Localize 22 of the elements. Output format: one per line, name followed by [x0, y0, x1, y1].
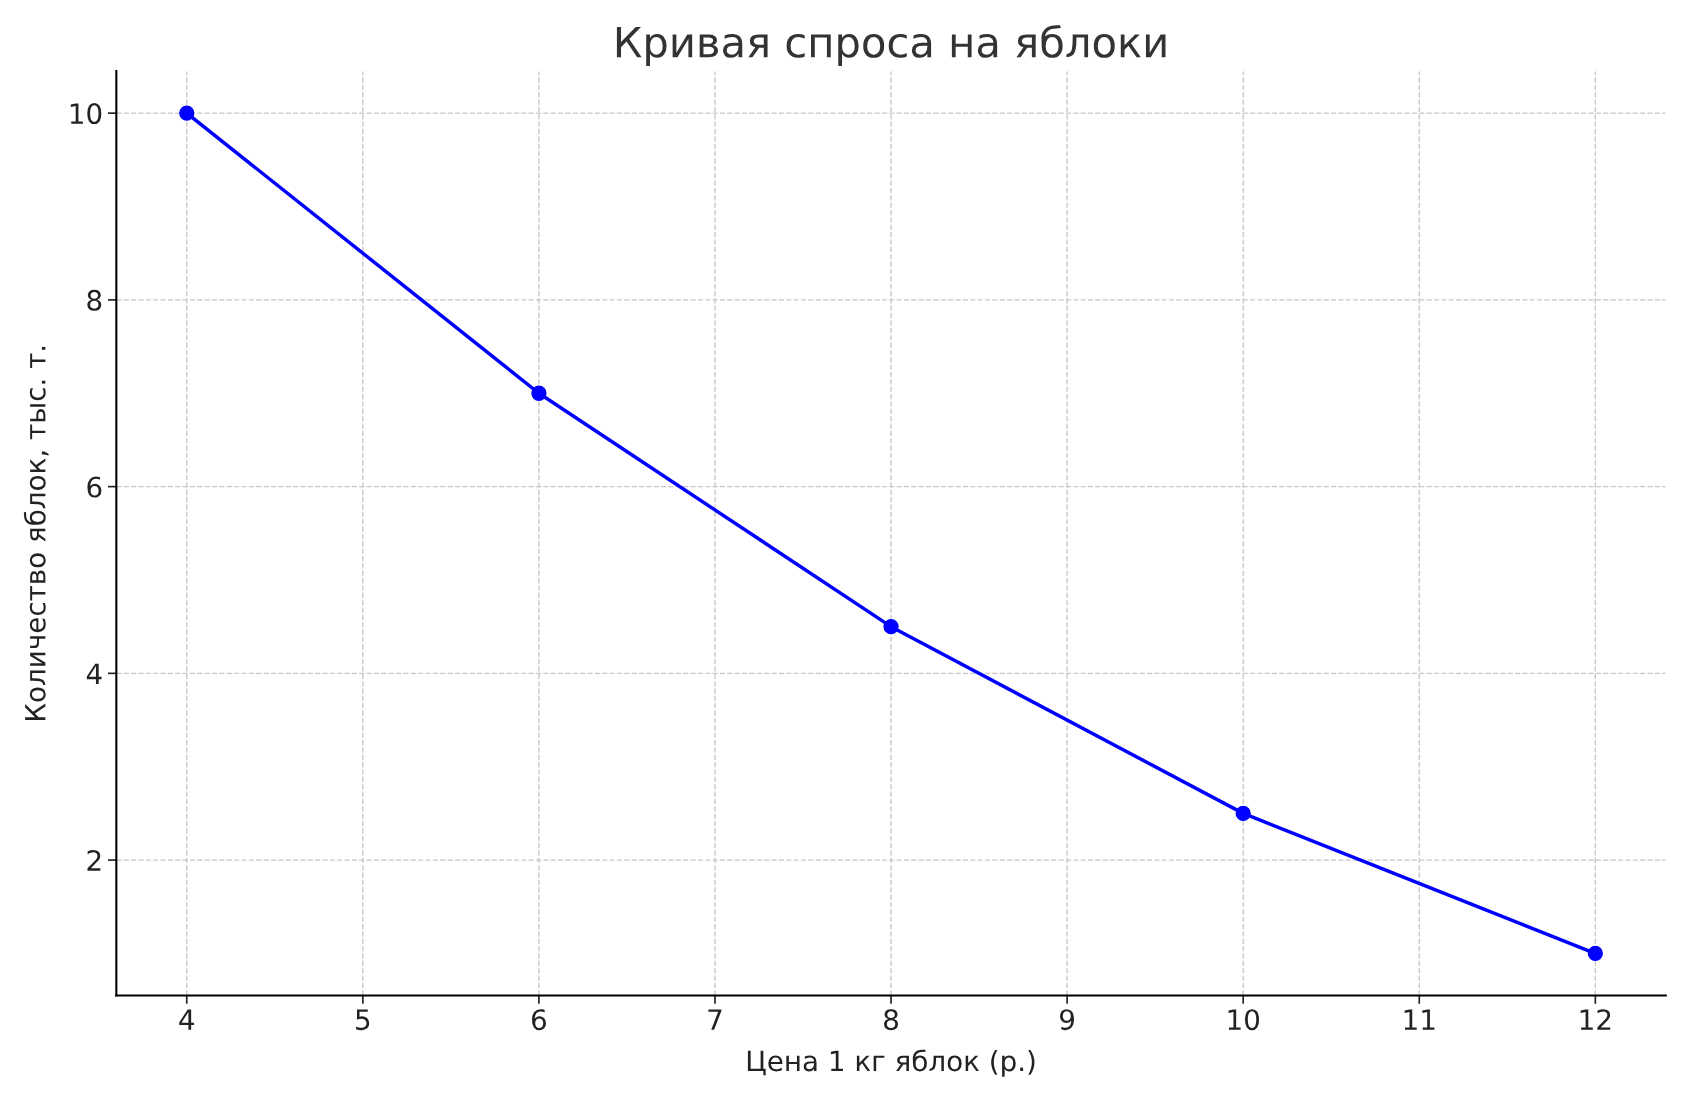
y-axis-title: Количество яблок, тыс. т. [23, 346, 49, 720]
point [883, 619, 899, 635]
x-tick-label: 11 [1404, 1009, 1435, 1030]
x-tick-label: 9 [1060, 1009, 1075, 1031]
x-tick-label: 5 [356, 1009, 370, 1031]
x-axis-title: Цена 1 кг яблок (р.) [747, 1049, 1035, 1077]
y-tick-label: 8 [87, 289, 102, 311]
x-tick-label: 12 [1580, 1009, 1611, 1030]
y-tick-label: 6 [87, 476, 102, 498]
chart-title: Кривая спроса на яблоки [616, 24, 1166, 66]
y-tick-label: 2 [87, 850, 101, 871]
point [531, 385, 547, 401]
y-tick-label: 4 [86, 663, 102, 684]
point [1587, 945, 1603, 962]
x-tick-label: 6 [532, 1009, 546, 1031]
point [179, 105, 195, 121]
point [1235, 805, 1251, 822]
x-tick-label: 10 [1228, 1009, 1260, 1031]
x-tick-label: 4 [179, 1009, 195, 1030]
x-tick-label: 8 [884, 1009, 898, 1031]
x-tick-label: 7 [708, 1009, 722, 1030]
y-tick-label: 10 [70, 103, 102, 125]
